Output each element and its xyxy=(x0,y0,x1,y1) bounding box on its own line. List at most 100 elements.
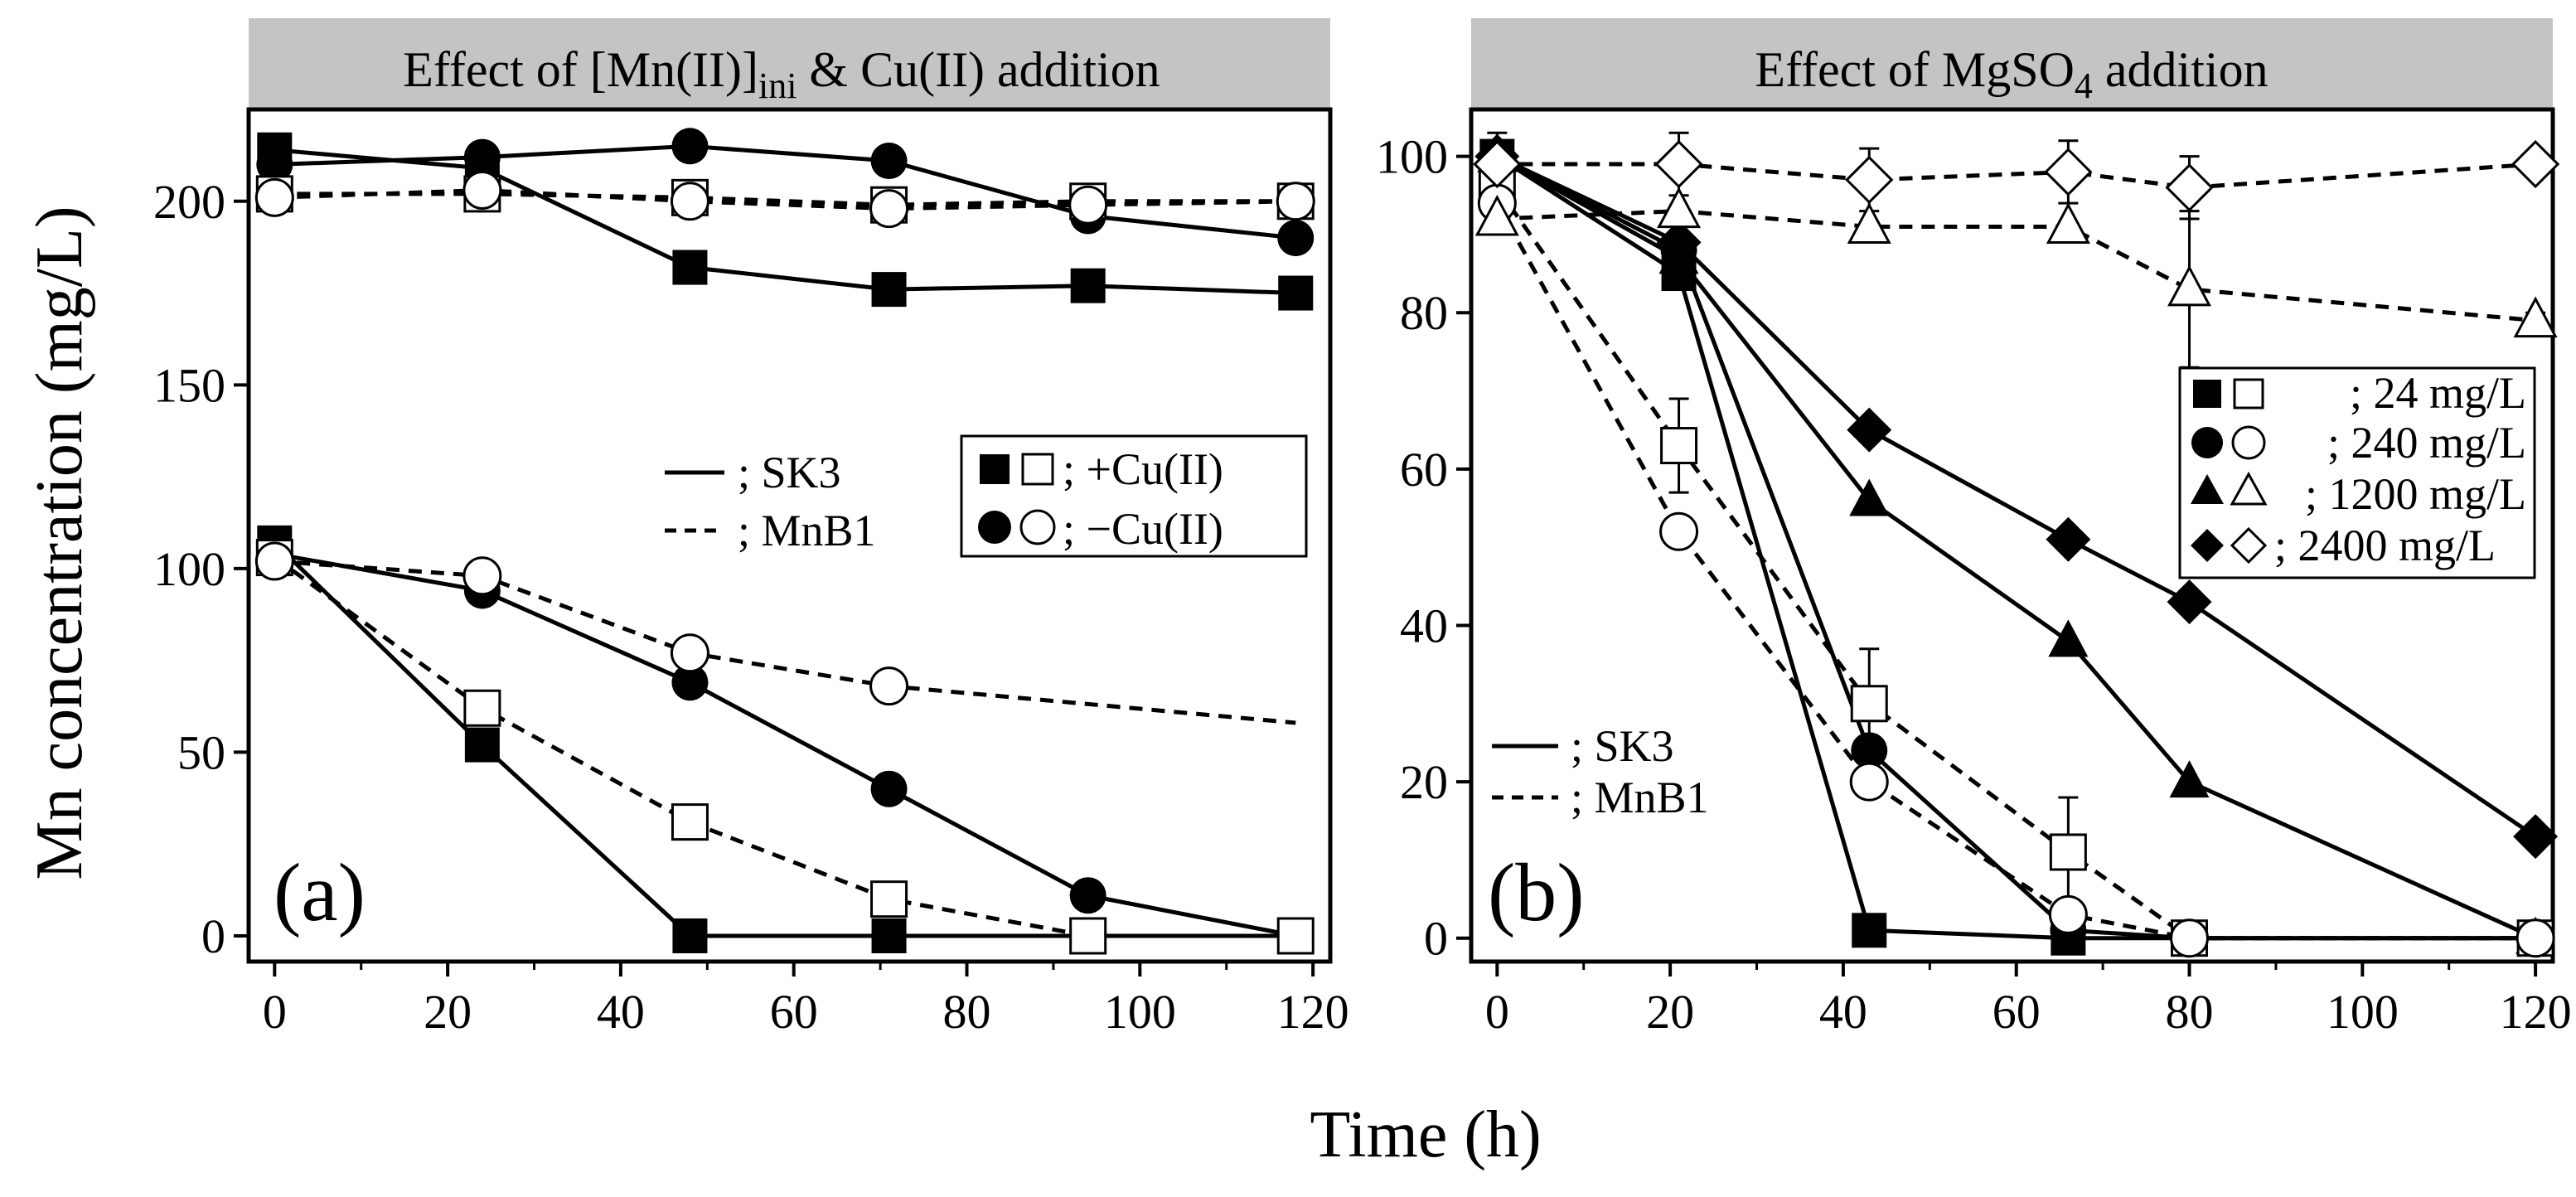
a-mnb1-cu-ii-low-point xyxy=(671,803,709,841)
b-mnb1-1200-mg-l-point xyxy=(1847,202,1891,244)
y-tick-label: 100 xyxy=(1376,130,1448,184)
a-mnb1-cu-ii-low-point xyxy=(1069,917,1107,955)
b-mnb1-1200-mg-l-point xyxy=(1474,194,1519,236)
legend-b-sk3-label: ; SK3 xyxy=(1571,721,1674,771)
panel-b-title: Effect of MgSO4 addition xyxy=(1755,42,2268,106)
a-sk3-cu-ii-high-point xyxy=(1070,268,1106,303)
a-sk3-cu-ii-low-point xyxy=(672,918,708,953)
b-mnb1-2400-mg-l-point xyxy=(1654,139,1703,189)
a-sk3-cu-ii-high-point xyxy=(672,250,708,285)
panel-b-ticks: 0 20 40 60 80 100 120 0 20 40 60 80 100 xyxy=(1376,130,2572,1039)
legend-a-square-open xyxy=(1021,453,1054,486)
b-mnb1-2400-mg-l-point xyxy=(2044,148,2093,196)
panel-b-marker-legend: ; 24 mg/L ; 240 mg/L ; 1200 mg/L ; 2400 … xyxy=(2178,366,2536,579)
b-mnb1-2400-mg-l-line xyxy=(1497,162,2536,190)
b-mnb1-240-mg-l-point xyxy=(2170,918,2210,958)
b-sk3-2400-mg-l-point xyxy=(1847,407,1892,453)
b-mnb1-24-mg-l-point xyxy=(1660,427,1698,465)
legend-b-square-open xyxy=(2233,378,2264,410)
panel-b-lines xyxy=(1495,154,2537,941)
a-mnb1-cu-ii-low-point xyxy=(870,880,908,918)
x-tick-label: 120 xyxy=(2500,985,2572,1039)
panel-a-ticks: 0 20 40 60 80 100 120 0 50 100 150 200 xyxy=(153,175,1349,1039)
panel-a-title-bar xyxy=(249,18,1330,109)
a-sk3-cu-ii-high-line xyxy=(274,148,1296,296)
b-sk3-1200-mg-l-line xyxy=(1496,154,2537,940)
panel-a: Effect of [Mn(II)]ini & Cu(II) addition … xyxy=(153,18,1349,1039)
b-sk3-2400-mg-l-point xyxy=(2167,579,2212,625)
b-mnb1-1200-mg-l-point xyxy=(2167,264,2212,307)
b-sk3-1200-mg-l-point xyxy=(2048,619,2089,657)
legend-b-mnb1-label: ; MnB1 xyxy=(1571,773,1709,822)
legend-a-square-label: ; +Cu(II) xyxy=(1063,444,1223,494)
panel-a-title-tail: & Cu(II) addition xyxy=(797,42,1160,97)
a-mnb1-cu-ii-low-point xyxy=(670,633,709,673)
panel-a-title-main: Effect of [Mn(II)] xyxy=(403,42,758,97)
x-tick-label: 20 xyxy=(1646,985,1694,1039)
legend-a-circle-open xyxy=(1019,509,1056,545)
b-mnb1-1200-mg-l-point xyxy=(1657,187,1702,229)
legend-b-circle-label: ; 240 mg/L xyxy=(2327,418,2526,468)
y-tick-label: 80 xyxy=(1400,286,1448,340)
b-mnb1-2400-mg-l-point xyxy=(1845,155,1894,205)
legend-a-box xyxy=(960,434,1308,558)
legend-b-square-filled xyxy=(2193,380,2221,408)
a-mnb1-cu-ii-low-line xyxy=(274,559,1296,725)
a-sk3-cu-ii-high-point xyxy=(1277,220,1315,257)
a-sk3-cu-ii-low-point xyxy=(870,770,908,807)
panel-b-title-sub: 4 xyxy=(2075,65,2093,106)
legend-a-circle-filled xyxy=(978,511,1011,544)
legend-a-square-filled xyxy=(980,454,1010,484)
a-mnb1-cu-ii-high-line xyxy=(274,187,1296,211)
a-sk3-cu-ii-low-point xyxy=(464,727,500,763)
legend-a-mnb1-label: ; MnB1 xyxy=(738,506,876,555)
a-mnb1-cu-ii-low-line xyxy=(273,555,1296,938)
b-mnb1-2400-mg-l-point xyxy=(2511,139,2560,189)
legend-a-sk3-label: ; SK3 xyxy=(738,448,841,497)
a-mnb1-cu-ii-high-point xyxy=(462,170,502,210)
b-mnb1-2400-mg-l-point xyxy=(2165,163,2214,212)
legend-b-diamond-label: ; 2400 mg/L xyxy=(2274,521,2496,570)
panel-a-title-sub: ini xyxy=(758,65,797,106)
a-sk3-cu-ii-low-line xyxy=(274,551,1296,938)
a-sk3-cu-ii-low-point xyxy=(671,664,709,701)
b-mnb1-240-mg-l-line xyxy=(1495,201,2536,941)
a-mnb1-cu-ii-high-point xyxy=(869,189,909,229)
b-sk3-2400-mg-l-point xyxy=(1656,220,1702,265)
y-tick-label: 20 xyxy=(1400,755,1448,809)
b-sk3-1200-mg-l-point xyxy=(1849,478,1890,516)
panel-a-title: Effect of [Mn(II)]ini & Cu(II) addition xyxy=(403,42,1160,106)
b-sk3-1200-mg-l-point xyxy=(2169,760,2210,798)
y-tick-label: 60 xyxy=(1400,443,1448,497)
b-mnb1-240-mg-l-point xyxy=(2048,894,2088,934)
x-tick-label: 20 xyxy=(424,985,472,1039)
a-mnb1-cu-ii-high-line xyxy=(274,191,1296,207)
b-mnb1-24-mg-l-point xyxy=(2049,833,2087,871)
a-sk3-cu-ii-high-point xyxy=(671,128,709,165)
legend-b-circle-filled xyxy=(2191,427,2223,458)
y-tick-label: 200 xyxy=(153,175,225,229)
a-sk3-cu-ii-high-line xyxy=(274,143,1296,240)
legend-b-diamond-open xyxy=(2230,526,2268,565)
x-tick-label: 0 xyxy=(263,985,287,1039)
a-mnb1-cu-ii-low-point xyxy=(869,666,909,706)
y-tick-label: 0 xyxy=(1424,912,1448,966)
panel-b-label: (b) xyxy=(1488,846,1585,938)
panel-a-markers xyxy=(254,128,1315,955)
a-sk3-cu-ii-high-point xyxy=(871,272,907,308)
a-sk3-cu-ii-low-line xyxy=(273,541,1296,938)
b-sk3-2400-mg-l-point xyxy=(2046,516,2091,562)
b-sk3-2400-mg-l-line xyxy=(1496,154,2537,839)
panel-a-frame xyxy=(246,107,1333,964)
b-sk3-2400-mg-l-point xyxy=(2513,814,2559,860)
legend-b-circle-open xyxy=(2231,425,2266,460)
legend-b-square-label: ; 24 mg/L xyxy=(2350,368,2526,418)
b-mnb1-240-mg-l-point xyxy=(1849,762,1889,802)
a-mnb1-cu-ii-high-point xyxy=(1276,182,1315,221)
a-mnb1-cu-ii-high-point xyxy=(254,177,294,217)
y-tick-label: 150 xyxy=(153,358,225,412)
x-tick-label: 100 xyxy=(2327,985,2399,1039)
panel-b-title-tail: addition xyxy=(2093,42,2269,97)
legend-b-triangle-open xyxy=(2230,471,2268,506)
